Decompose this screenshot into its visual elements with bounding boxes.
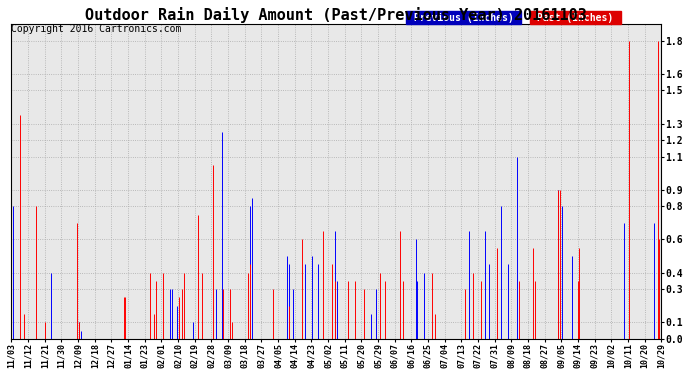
Title: Outdoor Rain Daily Amount (Past/Previous Year) 20161103: Outdoor Rain Daily Amount (Past/Previous… (86, 7, 587, 23)
Text: Previous (Inches): Previous (Inches) (408, 12, 520, 22)
Text: Past (Inches): Past (Inches) (531, 12, 620, 22)
Text: Copyright 2016 Cartronics.com: Copyright 2016 Cartronics.com (12, 24, 182, 34)
